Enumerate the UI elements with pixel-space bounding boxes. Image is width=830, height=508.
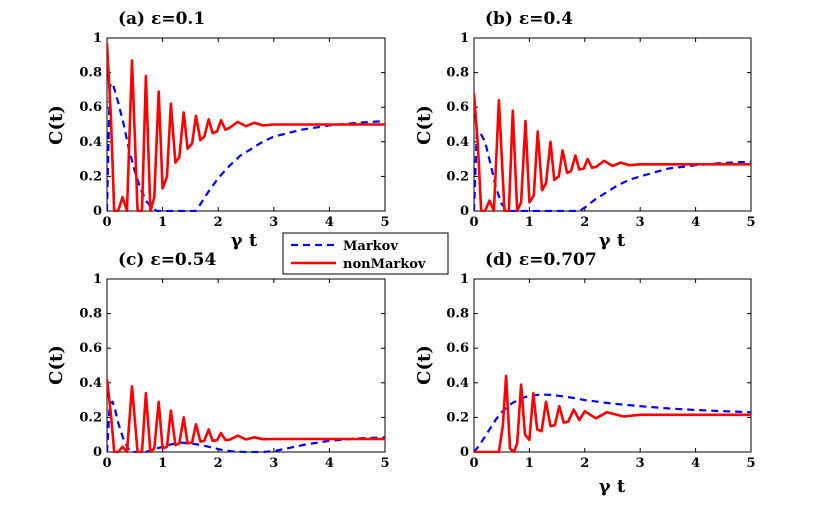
x-tick-label: 0 — [102, 215, 111, 230]
y-tick-label: 0.2 — [446, 169, 469, 184]
y-tick-label: 0.6 — [79, 341, 102, 356]
panel-b: 0 1 2 3 4 5 0 0.2 0.4 0.6 0.8 1 (b) ε=0.4 γ t C(t) — [414, 9, 756, 251]
chart-title: (b) ε=0.4 — [485, 9, 573, 29]
y-tick-label: 0.6 — [446, 100, 469, 115]
legend-markov-label: Markov — [343, 239, 398, 254]
y-tick-label: 0 — [460, 204, 469, 219]
y-tick-label: 0.2 — [446, 410, 469, 425]
y-tick-label: 1 — [460, 31, 469, 46]
x-tick-label: 1 — [525, 456, 534, 471]
x-tick-label: 1 — [525, 215, 534, 230]
series-markov — [107, 81, 385, 212]
legend-nonmarkov-label: nonMarkov — [343, 257, 426, 272]
x-tick-label: 0 — [469, 456, 478, 471]
x-tick-label: 2 — [214, 456, 223, 471]
x-tick-label: 5 — [380, 215, 389, 230]
x-axis-label: γ t — [599, 476, 626, 497]
series-nonmarkov — [107, 379, 385, 453]
y-tick-label: 1 — [93, 31, 102, 46]
panel-d: 0 1 2 3 4 5 0 0.2 0.4 0.6 0.8 1 (d) ε=0.707 γ t C(t) — [414, 250, 756, 497]
y-tick-label: 0.6 — [446, 341, 469, 356]
y-tick-label: 1 — [93, 272, 102, 287]
y-tick-label: 0 — [460, 445, 469, 460]
x-tick-label: 5 — [746, 215, 755, 230]
y-tick-label: 0.4 — [79, 135, 102, 150]
x-tick-label: 5 — [380, 456, 389, 471]
x-tick-label: 3 — [636, 456, 645, 471]
x-axis-label: γ t — [231, 230, 258, 251]
y-tick-label: 1 — [460, 272, 469, 287]
y-axis-label: C(t) — [46, 105, 67, 145]
legend-box — [282, 232, 449, 275]
x-tick-label: 3 — [269, 215, 278, 230]
x-tick-label: 3 — [269, 456, 278, 471]
panel-a: 0 1 2 3 4 5 0 0.2 0.4 0.6 0.8 1 (a) ε=0.1 γ t C(t) — [46, 9, 390, 251]
x-tick-label: 2 — [580, 215, 589, 230]
y-axis-label: C(t) — [46, 345, 67, 385]
x-tick-label: 4 — [691, 215, 700, 230]
y-axis-label: C(t) — [414, 105, 435, 145]
x-tick-label: 2 — [214, 215, 223, 230]
x-axis-label: γ t — [599, 230, 626, 251]
y-tick-label: 0.2 — [79, 410, 102, 425]
x-tick-label: 0 — [102, 456, 111, 471]
chart-title: (c) ε=0.54 — [118, 250, 217, 270]
x-tick-label: 4 — [691, 456, 700, 471]
y-tick-label: 0.2 — [79, 169, 102, 184]
y-axis-label: C(t) — [414, 345, 435, 385]
series-markov — [474, 393, 751, 453]
chart-title: (d) ε=0.707 — [485, 250, 597, 270]
x-tick-label: 2 — [580, 456, 589, 471]
y-tick-label: 0.4 — [446, 376, 469, 391]
y-tick-label: 0.8 — [446, 307, 469, 322]
series-markov — [107, 400, 385, 453]
y-tick-label: 0.8 — [79, 307, 102, 322]
y-tick-label: 0.6 — [79, 100, 102, 115]
series-nonmarkov — [474, 374, 751, 453]
x-tick-label: 1 — [158, 215, 167, 230]
x-tick-label: 4 — [325, 215, 334, 230]
series-nonmarkov — [474, 93, 751, 212]
chart-title: (a) ε=0.1 — [118, 9, 205, 29]
y-tick-label: 0.8 — [79, 66, 102, 81]
x-tick-label: 4 — [325, 456, 334, 471]
legend: Markov nonMarkov — [282, 232, 449, 275]
x-tick-label: 5 — [746, 456, 755, 471]
panel-c: 0 1 2 3 4 5 0 0.2 0.4 0.6 0.8 1 (c) ε=0.54 C(t) — [46, 250, 390, 471]
y-tick-label: 0.4 — [446, 135, 469, 150]
series-nonmarkov — [107, 43, 385, 212]
x-tick-label: 3 — [636, 215, 645, 230]
x-tick-label: 0 — [469, 215, 478, 230]
y-tick-label: 0.4 — [79, 376, 102, 391]
x-tick-label: 1 — [158, 456, 167, 471]
y-tick-label: 0 — [93, 204, 102, 219]
y-tick-label: 0.8 — [446, 66, 469, 81]
y-tick-label: 0 — [93, 445, 102, 460]
axes-box — [473, 278, 752, 453]
axes-box — [473, 37, 752, 212]
